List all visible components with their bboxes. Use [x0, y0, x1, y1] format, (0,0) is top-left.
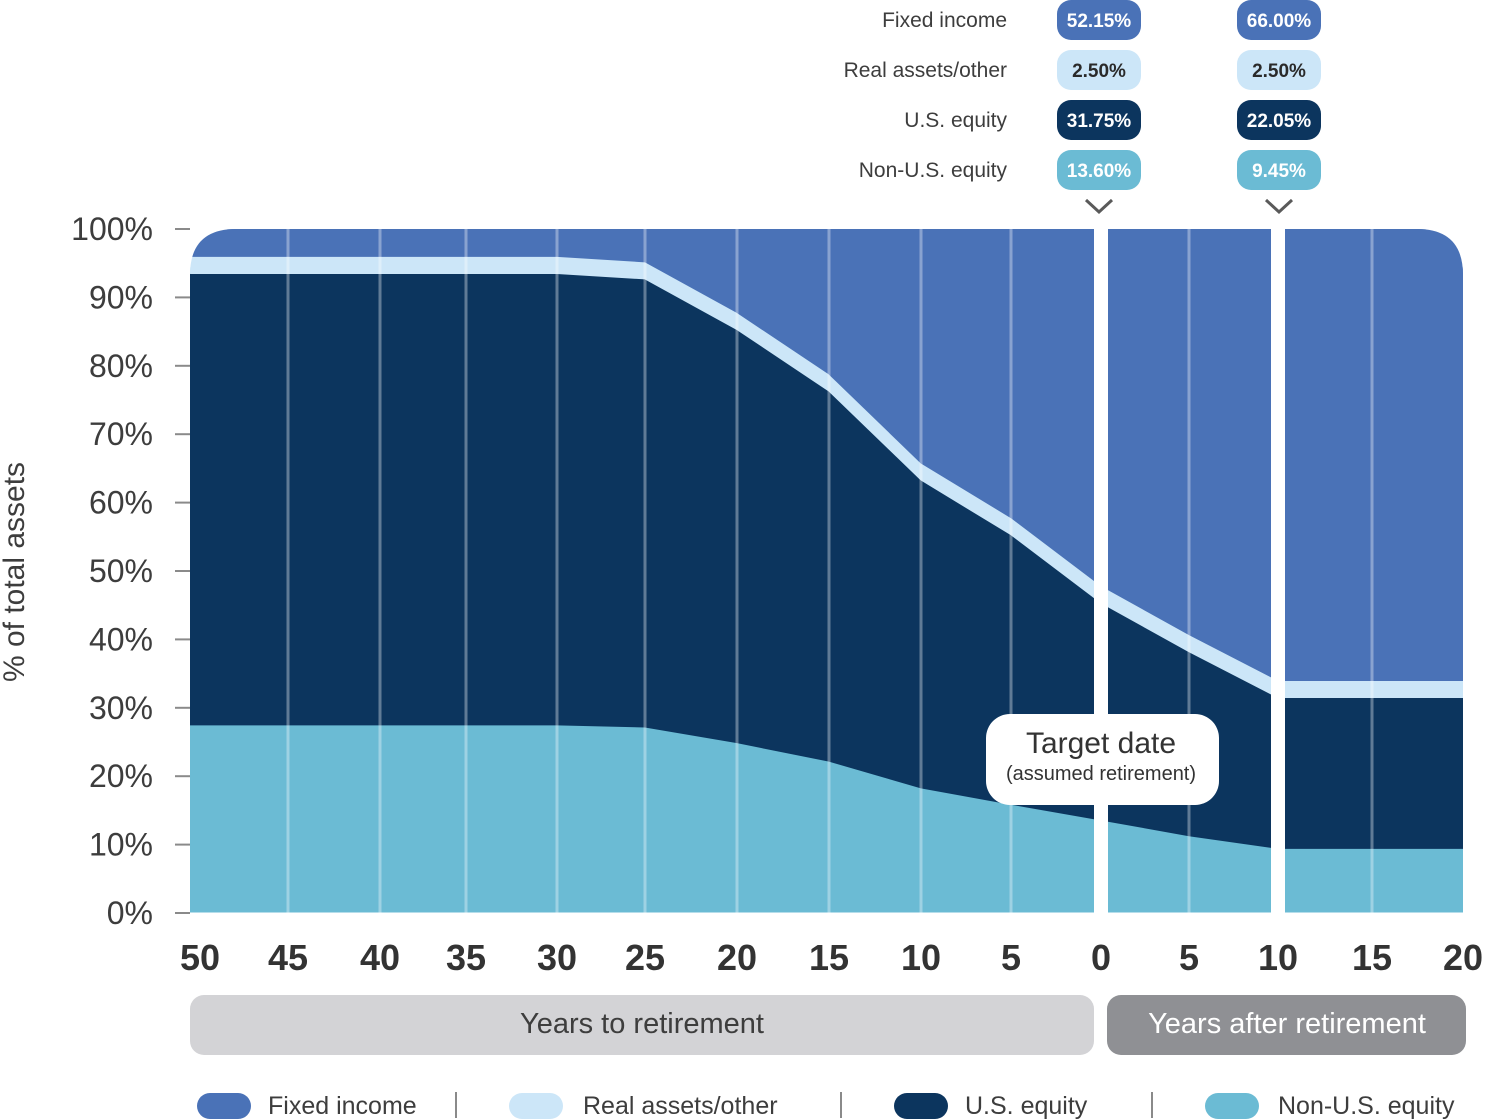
- x-tick-label: 15: [809, 937, 849, 978]
- callout-pill: [1057, 50, 1141, 90]
- callout-pill: [1057, 150, 1141, 190]
- y-tick-label: 0%: [107, 895, 153, 931]
- legend-swatch: [509, 1093, 563, 1119]
- callout-value: 52.15%: [1067, 11, 1132, 32]
- callout-row-label: U.S. equity: [904, 109, 1007, 132]
- callout-pill: [1237, 100, 1321, 140]
- x-tick-label: 5: [1179, 937, 1199, 978]
- callout-value: 13.60%: [1067, 161, 1132, 182]
- x-tick-label: 10: [901, 937, 941, 978]
- callout-value: 2.50%: [1252, 61, 1306, 82]
- x-tick-label: 45: [268, 937, 308, 978]
- callout-value: 66.00%: [1247, 11, 1312, 32]
- callout-value: 2.50%: [1072, 61, 1126, 82]
- y-tick-label: 60%: [89, 485, 153, 521]
- target-date-label: Target date (assumed retirement): [986, 714, 1219, 805]
- y-tick-label: 30%: [89, 690, 153, 726]
- x-tick-label: 20: [1443, 937, 1483, 978]
- callout-value: 22.05%: [1247, 111, 1312, 132]
- y-tick-label: 50%: [89, 553, 153, 589]
- value-callouts: Fixed income Real assets/other U.S. equity…: [844, 0, 1321, 215]
- y-tick-label: 10%: [89, 827, 153, 863]
- legend-label: Real assets/other: [583, 1092, 778, 1120]
- x-tick-label: 5: [1001, 937, 1021, 978]
- y-tick-label: 90%: [89, 279, 153, 315]
- y-tick-label: 20%: [89, 758, 153, 794]
- legend-swatch: [197, 1093, 251, 1119]
- callout-value: 9.45%: [1252, 161, 1306, 182]
- callout-pill: [1057, 100, 1141, 140]
- legend-swatch: [894, 1093, 948, 1119]
- callout-pill: [1237, 0, 1321, 40]
- y-axis: 0% 10% 20% 30% 40% 50% 60% 70% 80% 90% 100%: [71, 211, 1463, 931]
- x-tick-label: 10: [1258, 937, 1298, 978]
- group-bar-before: [190, 995, 1094, 1055]
- x-tick-label: 30: [537, 937, 577, 978]
- legend-label: Fixed income: [268, 1092, 417, 1120]
- chevron-down-icon: [1264, 198, 1294, 215]
- x-tick-label: 15: [1352, 937, 1392, 978]
- y-tick-label: 70%: [89, 416, 153, 452]
- x-tick-label: 25: [625, 937, 665, 978]
- legend: Fixed income Real assets/other U.S. equity…: [197, 1092, 1455, 1120]
- plot-area: [190, 229, 1463, 913]
- target-date-title: Target date: [1026, 727, 1176, 760]
- callout-pill: [1237, 50, 1321, 90]
- legend-label: Non-U.S. equity: [1278, 1092, 1455, 1120]
- y-tick-label: 40%: [89, 621, 153, 657]
- separator-line: [1094, 227, 1108, 915]
- group-label-after: Years after retirement: [1148, 1008, 1426, 1040]
- callout-pill: [1237, 150, 1321, 190]
- legend-swatch: [1205, 1093, 1259, 1119]
- y-tick-label: 80%: [89, 348, 153, 384]
- target-date-box: [986, 714, 1219, 805]
- legend-label: U.S. equity: [965, 1092, 1088, 1120]
- separator-line: [1271, 227, 1285, 915]
- x-tick-label: 0: [1091, 937, 1111, 978]
- y-axis-label: % of total assets: [0, 462, 31, 682]
- x-tick-label: 40: [360, 937, 400, 978]
- x-axis: 50 45 40 35 30 25 20 15 10 5 0 5 10 15 20: [180, 937, 1483, 978]
- callout-row-label: Real assets/other: [844, 59, 1007, 82]
- chevron-down-icon: [1084, 198, 1114, 215]
- x-tick-label: 35: [446, 937, 486, 978]
- group-bar-after: [1107, 995, 1466, 1055]
- callout-row-label: Non-U.S. equity: [859, 159, 1008, 182]
- x-tick-label: 50: [180, 937, 220, 978]
- group-label-before: Years to retirement: [520, 1008, 764, 1040]
- callout-value: 31.75%: [1067, 111, 1132, 132]
- target-date-subtitle: (assumed retirement): [1006, 763, 1196, 785]
- x-axis-groups: Years to retirement Years after retiremen…: [190, 995, 1466, 1055]
- callout-pill: [1057, 0, 1141, 40]
- callout-row-label: Fixed income: [882, 9, 1007, 32]
- x-tick-label: 20: [717, 937, 757, 978]
- y-tick-label: 100%: [71, 211, 153, 247]
- area-fixed-income: [190, 229, 1463, 681]
